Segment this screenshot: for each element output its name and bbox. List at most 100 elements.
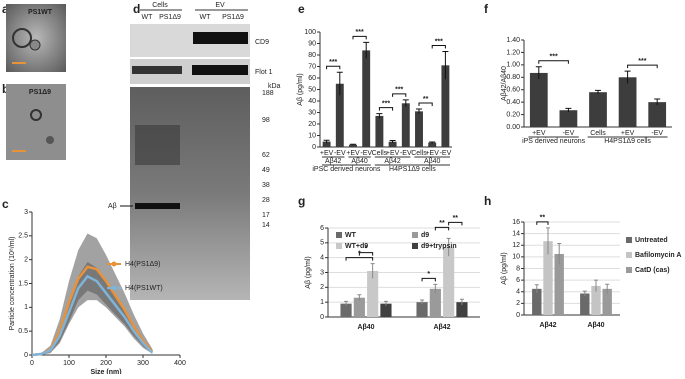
lane-label: WT [200,14,212,21]
bar [589,92,607,127]
error-bar [350,143,356,146]
x-tick-label: +EV [425,150,439,157]
y-tick-label: 0 [516,312,520,319]
error-bar [416,108,422,114]
y-tick-label: 2 [320,284,324,291]
source-label: H4PS1Δ9 cells [389,166,436,173]
y-tick-label: 3 [24,209,28,216]
vesicle [30,109,42,121]
group-label: Aβ42 [325,158,342,165]
image-title: PS1Δ9 [29,89,51,96]
panel-label: g [298,194,305,208]
lane-label: PS1Δ9 [222,14,244,21]
legend-label: H4(PS1WT) [125,285,163,292]
y-tick-label: 0.00 [506,124,520,131]
sig-label: *** [550,54,558,61]
y-tick-label: 2 [516,300,520,307]
x-tick-label: Cells [590,130,606,137]
legend-label: WT+d9 [345,243,368,250]
sig-label: *** [356,29,364,36]
kda-label: 188 [262,90,274,97]
x-tick-label: +EV [386,150,400,157]
group-label: Aβ40 [351,158,368,165]
kda-label: 28 [262,197,270,204]
y-tick-label: 0 [24,352,28,359]
bar [602,288,612,315]
x-tick-label: 0 [30,360,34,367]
y-tick-label: 1.20 [506,49,520,56]
y-tick-label: 6 [320,225,324,232]
band [192,65,248,75]
bar [322,141,331,147]
x-tick-label: Aβ42 [539,322,556,329]
x-tick-label: -EV [334,150,346,157]
source-label: H4PS1Δ9 cells [604,138,651,145]
y-tick-label: 1.40 [506,37,520,44]
y-tick-label: 0.40 [506,99,520,106]
y-tick-label: 80 [308,52,316,59]
y-tick-label: 8 [516,265,520,272]
line [31,274,154,357]
bar [532,288,542,315]
y-tick-label: 0.60 [506,87,520,94]
row-label: Flot 1 [255,69,273,76]
legend-swatch [626,252,632,258]
bar [416,302,428,317]
sig-label: *** [329,59,337,66]
y-tick-label: 0.20 [506,111,520,118]
error-bar [565,107,572,113]
x-tick-label: 100 [63,360,75,367]
x-tick-label: Aβ40 [587,322,604,329]
y-tick-label: 70 [308,63,316,70]
y-tick-label: 60 [308,75,316,82]
bar [335,83,344,147]
y-tick-label: 2.5 [18,233,28,240]
legend-swatch [412,232,418,238]
bar [349,144,357,147]
error-bar [535,66,542,80]
bar [415,111,423,147]
y-tick-label: 50 [308,86,316,93]
x-tick-label: -EV [400,150,412,157]
y-tick-label: 2 [24,257,28,264]
error-bar [344,300,349,306]
bar [380,303,392,317]
error-bar [357,294,362,301]
error-bar [433,283,438,294]
lane-label: PS1Δ9 [159,14,181,21]
bar [648,102,667,127]
kda-label: 62 [262,152,270,159]
vesicle [29,39,41,51]
row-label: CD9 [255,39,269,46]
image-title: PS1WT [28,9,53,16]
x-tick-label: +EV [320,150,334,157]
y-tick-label: 14 [512,230,520,237]
legend-label: d9 [421,232,429,239]
sig-label: ** [453,215,459,222]
bar [401,103,410,147]
y-axis-label: Aβ (pg/ml) [297,73,304,105]
y-axis-label: Aβ (pg/ml) [501,252,508,284]
error-bar [420,299,425,305]
x-tick-label: Aβ42 [433,324,450,331]
x-tick-label: Cells [411,150,427,157]
y-tick-label: 16 [512,219,520,226]
y-tick-label: 10 [308,132,316,139]
sig-bracket [448,221,463,226]
panel-label: d [133,2,140,16]
error-bar [582,290,587,296]
sig-bracket [434,226,450,231]
y-tick-label: 10 [512,254,520,261]
sig-label: *** [435,38,443,45]
y-tick-label: 90 [308,40,316,47]
bar [618,77,637,127]
sig-label: ** [423,96,429,103]
legend-label: Bafilomycin A [635,252,681,259]
panel-label: e [298,2,305,16]
x-tick-label: -EV [440,150,452,157]
legend-label: Untreated [635,237,668,244]
kda-label: 49 [262,167,270,174]
bar [388,141,397,147]
error-bar [376,113,383,119]
